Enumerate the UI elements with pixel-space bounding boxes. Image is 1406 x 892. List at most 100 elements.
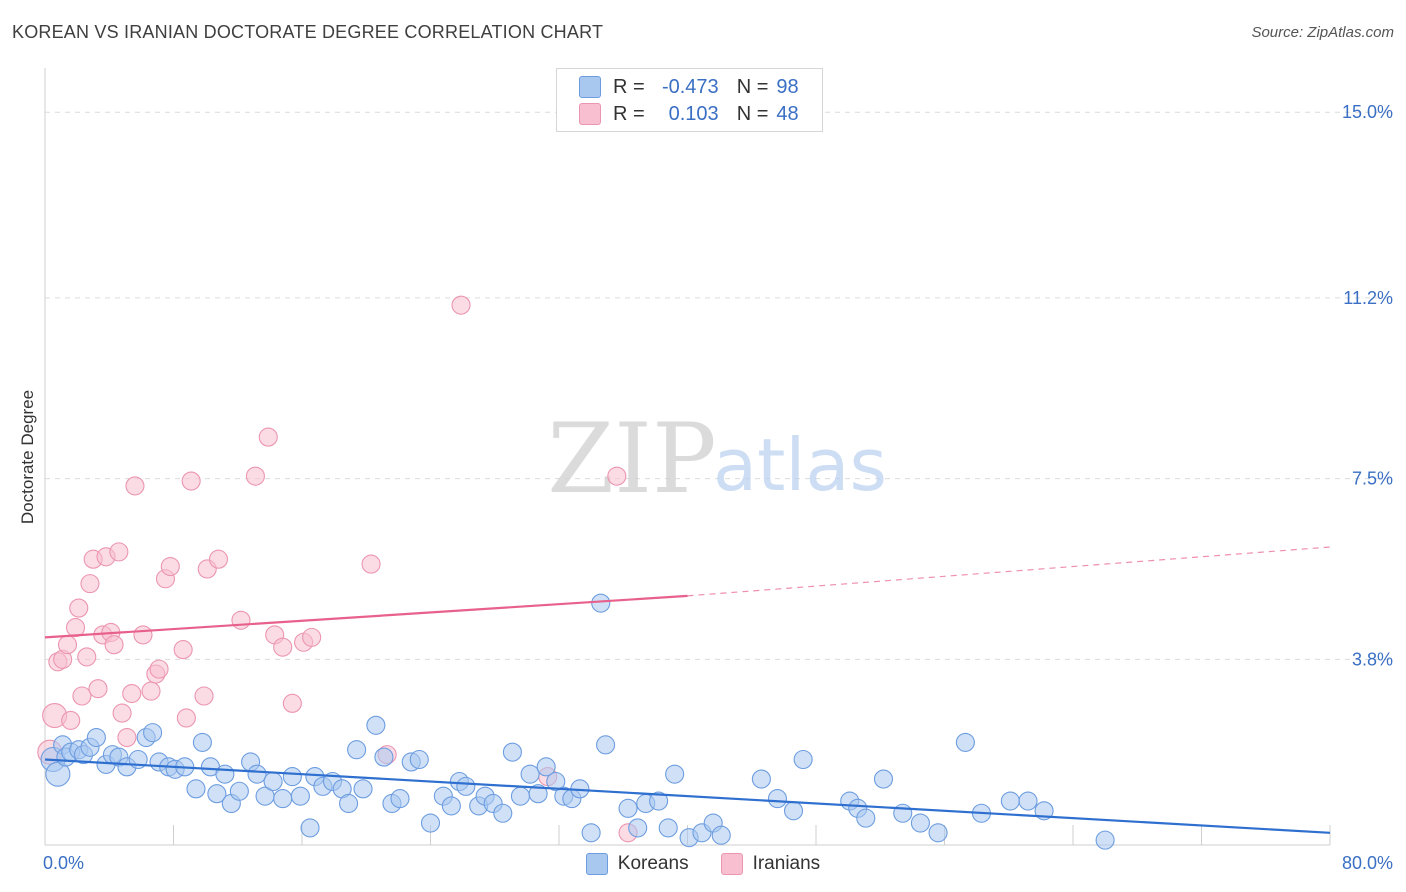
iranians-point	[77, 647, 97, 667]
koreans-point	[1095, 830, 1115, 850]
iranians-r-value: 0.103	[668, 102, 719, 125]
koreans-point	[143, 723, 163, 743]
koreans-point	[353, 779, 373, 799]
koreans-point	[1000, 791, 1020, 811]
koreans-point	[910, 813, 930, 833]
koreans-point	[793, 749, 813, 770]
iranians-point	[122, 684, 142, 704]
watermark-zip: ZIP	[547, 403, 716, 515]
koreans-point	[347, 740, 367, 760]
legend-item-iranians[interactable]: Iranians	[720, 853, 820, 875]
iranians-point	[80, 574, 100, 594]
koreans-point	[366, 715, 386, 735]
koreans-point	[207, 784, 227, 804]
iranians-point	[173, 640, 193, 660]
iranians-point	[194, 686, 214, 706]
koreans-point	[493, 803, 513, 823]
iranians-point	[141, 681, 161, 701]
x-tick-label-max: 80.0%	[1342, 853, 1393, 873]
iranians-point	[65, 618, 86, 638]
koreans-point	[783, 801, 804, 821]
iranians-point	[133, 625, 153, 645]
iranians-point	[176, 708, 196, 728]
iranians-point	[117, 727, 137, 748]
koreans-point	[390, 789, 410, 809]
iranians-point	[302, 627, 322, 647]
koreans-label: Koreans	[617, 853, 689, 874]
iranians-points	[37, 295, 638, 843]
tick-labels: 3.8% 7.5% 11.2% 15.0% 0.0% 80.0%	[43, 102, 1393, 873]
koreans-points	[40, 593, 1115, 850]
koreans-point	[409, 749, 429, 770]
koreans-point	[928, 823, 948, 843]
koreans-swatch	[585, 853, 608, 875]
koreans-point	[420, 813, 441, 833]
koreans-point	[520, 764, 540, 784]
iranians-point	[57, 635, 78, 655]
koreans-point	[247, 764, 267, 784]
iranians-trend-line	[44, 594, 688, 639]
koreans-point	[374, 747, 394, 767]
koreans-point	[767, 789, 788, 809]
iranians-point	[361, 554, 381, 574]
koreans-point	[536, 757, 556, 777]
koreans-point	[290, 786, 310, 806]
legend-row-koreans: R = -0.473 N = 98	[579, 74, 799, 100]
iranians-point	[231, 610, 251, 630]
koreans-point	[192, 732, 212, 752]
koreans-trend-line	[44, 758, 1331, 834]
y-tick-label: 15.0%	[1342, 102, 1393, 122]
n-label: N =	[736, 75, 769, 98]
iranians-point	[181, 471, 201, 491]
iranians-point	[69, 598, 89, 618]
koreans-point	[628, 818, 648, 838]
koreans-point	[502, 742, 522, 762]
r-label: R =	[613, 75, 645, 98]
iranians-point	[112, 703, 132, 723]
koreans-point	[215, 764, 235, 784]
koreans-point	[711, 825, 731, 845]
trend-lines	[44, 546, 1331, 834]
iranians-point	[273, 637, 293, 657]
koreans-point	[273, 789, 293, 809]
koreans-point	[581, 823, 601, 843]
correlation-legend: R = -0.473 N = 98 R = 0.103 N = 48	[556, 68, 823, 132]
y-tick-label: 11.2%	[1343, 288, 1393, 308]
iranians-swatch	[579, 103, 601, 125]
r-label: R =	[613, 102, 645, 125]
iranians-point	[88, 679, 108, 699]
source-label: Source: ZipAtlas.com	[1251, 24, 1394, 41]
chart-title: KOREAN VS IRANIAN DOCTORATE DEGREE CORRE…	[12, 22, 604, 42]
iranians-point	[125, 476, 145, 496]
watermark-atlas: atlas	[713, 423, 887, 507]
koreans-point	[300, 818, 320, 838]
koreans-point	[873, 769, 894, 789]
watermark: ZIP atlas	[547, 403, 887, 515]
koreans-point	[893, 803, 913, 823]
koreans-point	[596, 735, 616, 755]
koreans-point	[229, 781, 249, 801]
koreans-point	[510, 786, 531, 806]
koreans-point	[665, 764, 685, 784]
koreans-r-value: -0.473	[661, 75, 719, 98]
iranians-point	[451, 295, 471, 315]
legend-item-koreans[interactable]: Koreans	[585, 853, 689, 875]
iranians-trend-extension	[687, 546, 1331, 597]
koreans-point	[186, 779, 206, 799]
iranians-point	[160, 556, 180, 577]
x-tick-label-min: 0.0%	[43, 853, 84, 873]
iranians-point	[607, 466, 627, 486]
koreans-point	[658, 818, 678, 838]
iranians-point	[61, 710, 81, 730]
koreans-n-value: 98	[776, 75, 799, 98]
koreans-point	[856, 808, 876, 828]
n-label: N =	[736, 102, 769, 125]
iranians-point	[208, 549, 229, 569]
koreans-point	[441, 796, 461, 816]
y-tick-label: 7.5%	[1352, 469, 1393, 489]
koreans-point	[546, 771, 566, 792]
koreans-point	[751, 769, 771, 789]
iranians-point	[109, 542, 129, 562]
koreans-point	[528, 784, 548, 804]
